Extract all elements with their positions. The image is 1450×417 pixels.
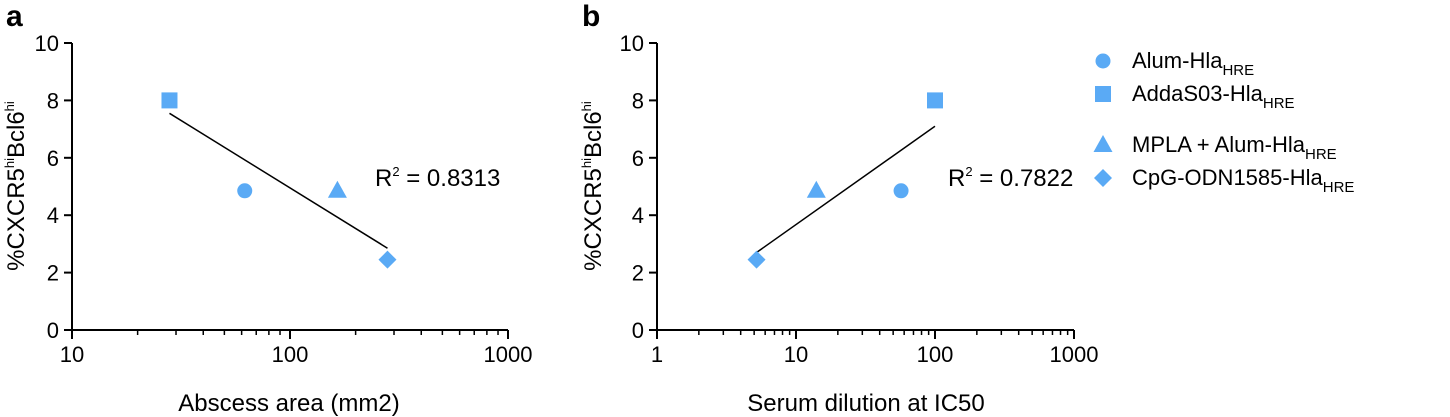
data-point-triangle-a: [327, 180, 347, 198]
legend-marker-circle: [1095, 53, 1111, 69]
fit-line-a: [169, 112, 388, 249]
legend-label-mpla: MPLA + Alum-HlaHRE: [1132, 132, 1337, 163]
x-tick-label-a: 100: [272, 342, 309, 367]
r2-value-a: = 0.8313: [400, 165, 501, 192]
y-tick-label-a: 4: [47, 203, 59, 228]
x-axis-title-b: Serum dilution at IC50: [747, 390, 984, 417]
r2-annotation-b: R2 = 0.7822: [948, 164, 1073, 192]
y-axis-title-b-sup1: hi: [579, 158, 594, 168]
chart-panel-b: b Serum dilution at IC50 %CXCR5hiBcl6hi …: [579, 0, 1098, 417]
chart-panel-a: a Abscess area (mm2) %CXCR5hiBcl6hi R2 =…: [2, 0, 532, 417]
legend-symbol-circle: [1095, 53, 1111, 69]
legend-item-mpla: MPLA + Alum-HlaHRE: [1093, 132, 1337, 163]
panel-letter-b: b: [582, 0, 600, 33]
legend-label-alum-sub: HRE: [1222, 62, 1254, 79]
legend-label-mpla-main: MPLA + Alum-Hla: [1132, 132, 1306, 157]
legend-marker-triangle: [1093, 135, 1113, 152]
legend-label-alum-main: Alum-Hla: [1132, 48, 1223, 73]
y-axis-title-a-sup1: hi: [2, 158, 17, 168]
y-tick-label-b: 2: [632, 261, 644, 286]
y-axis-title-b-part2: Bcl6: [580, 111, 607, 158]
x-tick-label-a: 10: [60, 342, 84, 367]
legend-label-mpla-sub: HRE: [1305, 146, 1337, 163]
panel-letter-a: a: [6, 0, 23, 33]
x-axis-title-a: Abscess area (mm2): [178, 390, 399, 417]
legend-item-alum: Alum-HlaHRE: [1095, 48, 1254, 79]
x-tick-label-b: 1: [651, 342, 663, 367]
legend-item-cpg: CpG-ODN1585-HlaHRE: [1094, 165, 1354, 196]
legend-label-alum: Alum-HlaHRE: [1132, 48, 1254, 79]
legend-symbol-square: [1095, 86, 1111, 102]
r2-label-a: R: [375, 165, 392, 192]
data-point-circle-b: [893, 183, 909, 199]
legend-symbol-diamond: [1094, 169, 1112, 187]
r2-sup-a: 2: [392, 164, 399, 179]
y-tick-label-a: 0: [47, 318, 59, 343]
data-point-circle-a: [237, 183, 253, 199]
y-tick-label-a: 8: [47, 88, 59, 113]
legend-label-cpg-sub: HRE: [1323, 179, 1355, 196]
y-axis-title-b-part1: %CXCR5: [580, 168, 607, 271]
y-axis-title-a: %CXCR5hiBcl6hi: [2, 101, 30, 271]
legend-label-cpg: CpG-ODN1585-HlaHRE: [1132, 165, 1354, 196]
legend-item-addas03: AddaS03-HlaHRE: [1095, 81, 1295, 112]
y-tick-label-a: 6: [47, 146, 59, 171]
r2-sup-b: 2: [965, 164, 972, 179]
legend-label-addas03: AddaS03-HlaHRE: [1132, 81, 1295, 112]
x-tick-label-b: 100: [917, 342, 954, 367]
legend-symbol-triangle: [1093, 135, 1113, 152]
y-tick-label-a: 2: [47, 261, 59, 286]
legend-label-addas03-main: AddaS03-Hla: [1132, 81, 1264, 106]
y-tick-label-b: 0: [632, 318, 644, 343]
legend-marker-square: [1095, 86, 1111, 102]
r2-label-b: R: [948, 165, 965, 192]
y-axis-title-a-part2: Bcl6: [3, 111, 30, 158]
y-tick-label-b: 8: [632, 88, 644, 113]
y-axis-title-b-sup2: hi: [579, 101, 594, 111]
data-point-diamond-a: [378, 250, 397, 269]
fit-line-b: [756, 125, 936, 254]
legend-marker-diamond: [1094, 169, 1112, 187]
legend-label-cpg-main: CpG-ODN1585-Hla: [1132, 165, 1323, 190]
x-tick-label-a: 1000: [484, 342, 533, 367]
y-axis-title-b: %CXCR5hiBcl6hi: [579, 101, 607, 271]
y-tick-label-b: 10: [620, 31, 644, 56]
legend-label-addas03-sub: HRE: [1263, 95, 1295, 112]
x-tick-label-b: 1000: [1050, 342, 1099, 367]
data-point-triangle-b: [806, 180, 826, 198]
y-tick-label-a: 10: [35, 31, 59, 56]
r2-annotation-a: R2 = 0.8313: [375, 164, 500, 192]
data-point-square-a: [161, 92, 178, 109]
y-tick-label-b: 6: [632, 146, 644, 171]
data-point-diamond-b: [747, 250, 766, 269]
y-axis-title-a-sup2: hi: [2, 101, 17, 111]
x-tick-label-b: 10: [784, 342, 808, 367]
r2-value-b: = 0.7822: [973, 165, 1074, 192]
y-tick-label-b: 4: [632, 203, 644, 228]
data-point-square-b: [927, 92, 943, 109]
y-axis-title-a-part1: %CXCR5: [3, 168, 30, 271]
legend: Alum-HlaHRE AddaS03-HlaHRE MPLA + Alum-H…: [1093, 48, 1354, 196]
